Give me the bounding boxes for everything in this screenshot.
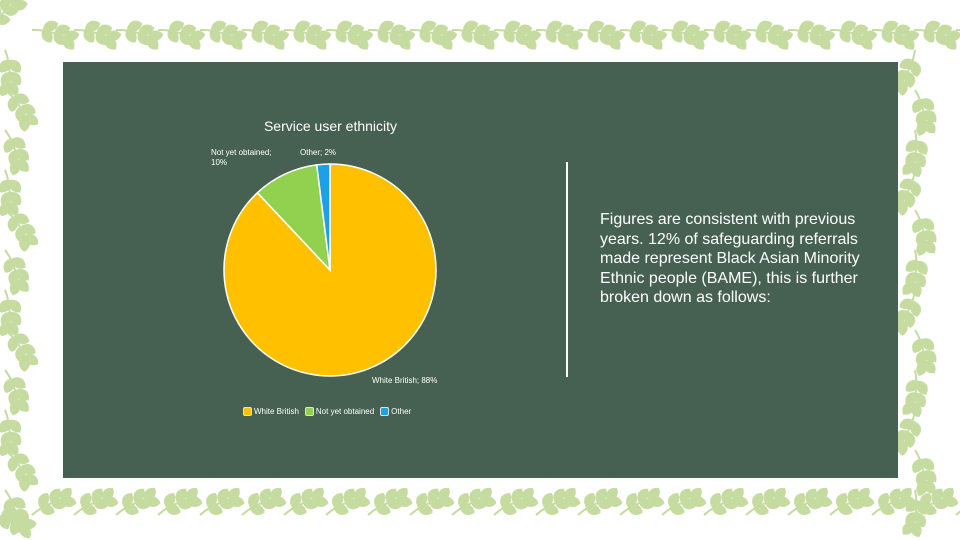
leaf-sprig	[4, 209, 39, 252]
legend-label: Other	[391, 407, 412, 416]
leaf-sprig	[619, 487, 665, 516]
leaf-sprig	[241, 20, 290, 50]
leaf-sprig	[535, 487, 581, 516]
leaf-sprig	[409, 20, 458, 50]
leaf-sprig	[902, 249, 928, 298]
leaf-sprig	[367, 487, 413, 516]
legend-swatch-not-yet-obtained	[304, 407, 314, 416]
leaf-sprig	[199, 487, 245, 516]
leaf-sprig	[3, 129, 29, 176]
leaf-sprig	[325, 487, 371, 516]
leaf-sprig	[619, 20, 668, 50]
leaf-sprig	[31, 487, 77, 516]
leaf-sprig	[535, 20, 584, 50]
leaf-sprig	[912, 89, 937, 136]
pie-chart	[223, 163, 437, 377]
leaf-sprig	[871, 487, 917, 516]
leaf-sprig	[902, 369, 928, 418]
data-label-not-yet-obtained: Not yet obtained; 10%	[211, 148, 272, 167]
leaf-sprig	[3, 489, 29, 536]
leaf-sprig	[115, 487, 161, 516]
leaf-sprig	[4, 329, 39, 372]
leaf-sprig	[912, 209, 937, 256]
leaf-sprig	[3, 369, 29, 416]
leaf-sprig	[325, 20, 374, 50]
leaf-sprig	[283, 487, 329, 516]
leaf-sprig	[902, 129, 928, 178]
leaf-sprig	[829, 20, 878, 50]
data-label-other: Other; 2%	[300, 148, 337, 157]
leaf-sprig	[0, 49, 22, 96]
content-panel: Service user ethnicity Not yet obtained;…	[63, 62, 898, 478]
leaf-sprig	[367, 20, 416, 50]
leaf-sprig	[912, 449, 937, 496]
summary-text: Figures are consistent with previous yea…	[600, 211, 860, 306]
vertical-divider	[566, 162, 568, 377]
leaf-sprig	[912, 329, 937, 376]
leaf-sprig	[31, 20, 80, 50]
leaf-sprig	[829, 487, 875, 516]
leaf-sprig	[661, 20, 710, 50]
leaf-sprig	[241, 487, 287, 516]
legend-swatch-other	[380, 407, 390, 416]
leaf-sprig	[577, 487, 623, 516]
leaf-sprig	[871, 20, 920, 50]
leaf-sprig	[73, 20, 122, 50]
leaf-sprig	[661, 487, 707, 516]
leaf-sprig	[493, 487, 539, 516]
leaf-sprig	[3, 249, 29, 296]
data-label-white-british: White British; 88%	[372, 376, 438, 385]
leaf-sprig	[283, 20, 332, 50]
leaf-sprig	[703, 20, 752, 50]
leaf-sprig	[4, 449, 39, 492]
legend-item-other: Other	[380, 407, 411, 416]
leaf-sprig	[115, 20, 164, 50]
leaf-sprig	[902, 489, 928, 538]
legend-label: Not yet obtained	[315, 407, 375, 416]
pie-slice-other	[315, 163, 331, 271]
leaf-sprig	[157, 20, 206, 50]
leaf-sprig	[73, 487, 119, 516]
leaf-sprig	[493, 20, 542, 50]
leaf-sprig	[0, 409, 22, 456]
leaf-sprig	[787, 20, 836, 50]
chart-legend: White British Not yet obtained Other	[243, 407, 411, 416]
leaf-sprig	[703, 487, 749, 516]
leaf-sprig	[745, 20, 794, 50]
leaf-sprig	[913, 20, 960, 50]
legend-item-not-yet-obtained: Not yet obtained	[304, 407, 375, 416]
leaf-sprig	[577, 20, 626, 50]
leaf-sprig	[451, 487, 497, 516]
leaf-sprig	[451, 20, 500, 50]
legend-label: White British	[254, 407, 299, 416]
legend-item-white-british: White British	[243, 407, 299, 416]
leaf-sprig	[157, 487, 203, 516]
leaf-sprig	[955, 498, 960, 516]
leaf-sprig	[0, 0, 28, 31]
leaf-sprig	[4, 89, 39, 132]
leaf-sprig	[787, 487, 833, 516]
leaf-sprig	[0, 169, 22, 216]
chart-title: Service user ethnicity	[263, 118, 398, 134]
legend-swatch-white-british	[243, 407, 252, 416]
leaf-sprig	[745, 487, 791, 516]
leaf-sprig	[0, 289, 22, 336]
leaf-sprig	[409, 487, 455, 516]
leaf-sprig	[199, 20, 248, 50]
